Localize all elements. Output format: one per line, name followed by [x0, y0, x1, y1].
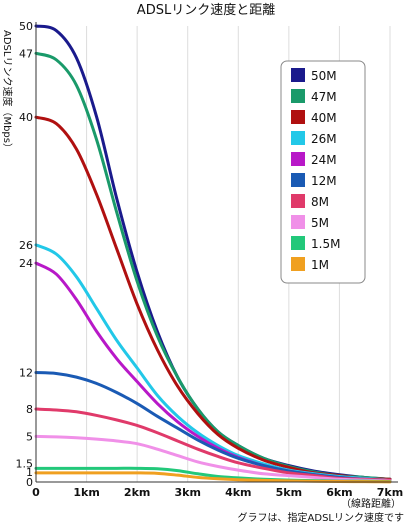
y-tick-label: 12: [19, 367, 33, 380]
legend-swatch: [291, 131, 305, 145]
x-tick-label: 4km: [225, 486, 251, 499]
legend-label: 47M: [311, 90, 337, 104]
x-tick-label: 2km: [124, 486, 150, 499]
y-tick-labels: 011.5 5 8 12 24 26 40 47 50: [16, 20, 34, 489]
y-tick-label: 26: [19, 239, 33, 252]
series-line-5M: [34, 434, 392, 483]
legend-label: 40M: [311, 111, 337, 125]
x-tick-label: 5km: [276, 486, 302, 499]
x-axis-label: （線路距離）: [341, 497, 401, 510]
y-axis-label: ADSLリンク速度（Mbps）: [1, 30, 14, 153]
legend-label: 5M: [311, 216, 329, 230]
y-tick-label: 0: [26, 476, 33, 489]
y-tick-label: 50: [19, 20, 33, 33]
y-tick-label: 24: [19, 257, 33, 270]
x-tick-label: 0: [32, 486, 40, 499]
legend-swatch: [291, 215, 305, 229]
chart-note: グラフは、指定ADSLリンク速度です: [238, 511, 404, 524]
y-tick-label: 5: [26, 430, 33, 443]
legend-label: 1M: [311, 258, 329, 272]
legend-swatch: [291, 68, 305, 82]
legend-label: 24M: [311, 153, 337, 167]
y-tick-label: 47: [19, 47, 33, 60]
legend-swatch: [291, 236, 305, 250]
legend-swatch: [291, 89, 305, 103]
x-tick-labels: 0 1km 2km 3km 4km 5km 6km 7km: [32, 486, 403, 499]
x-tick-label: 3km: [174, 486, 200, 499]
series-lines: [34, 24, 392, 484]
legend-label: 12M: [311, 174, 337, 188]
x-tick-label: 6km: [326, 486, 352, 499]
legend-swatch: [291, 173, 305, 187]
x-tick-label: 1km: [73, 486, 99, 499]
legend-label: 50M: [311, 69, 337, 83]
legend-swatch: [291, 257, 305, 271]
legend-label: 8M: [311, 195, 329, 209]
legend: 50M 47M 40M 26M 24M 12M 8M 5M 1.5M 1M: [280, 60, 366, 284]
y-tick-label: 1: [26, 466, 33, 479]
series-line-8M: [34, 407, 392, 482]
y-tick-label: 40: [19, 111, 33, 124]
legend-swatch: [291, 110, 305, 124]
x-tick-label: 7km: [377, 486, 403, 499]
legend-label: 1.5M: [311, 237, 340, 251]
legend-swatch: [291, 194, 305, 208]
y-tick-label: 8: [26, 403, 33, 416]
legend-swatch: [291, 152, 305, 166]
y-tick-label: 1.5: [16, 457, 34, 470]
chart-title: ADSLリンク速度と距離: [137, 2, 275, 18]
legend-label: 26M: [311, 132, 337, 146]
series-line-1M: [34, 471, 392, 484]
